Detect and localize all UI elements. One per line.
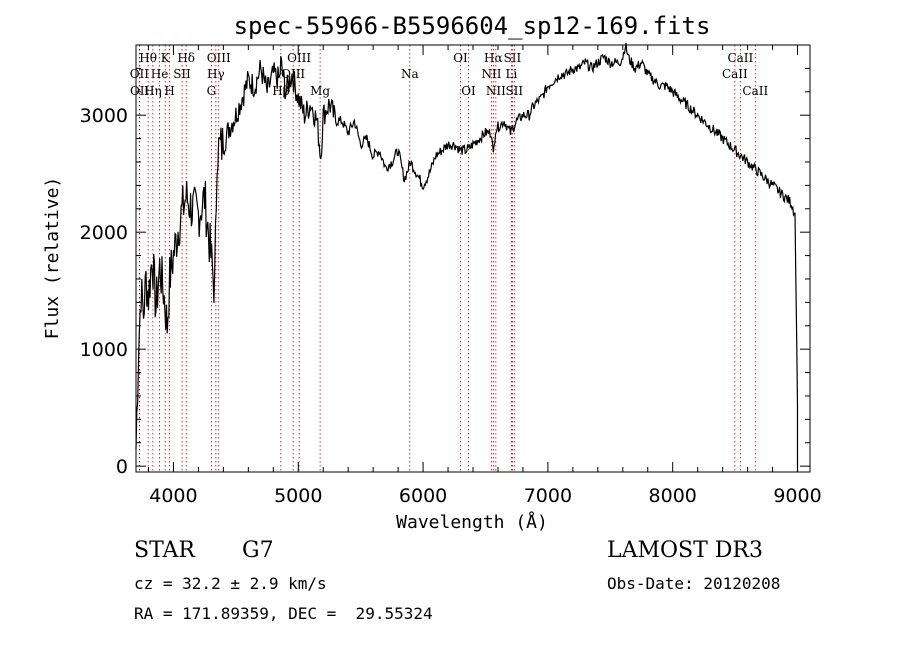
x-axis-ticks: 4000 5000 6000 7000 8000 9000 bbox=[148, 45, 821, 507]
x-tick-label: 7000 bbox=[524, 485, 572, 507]
spectral-line-label: Mg bbox=[310, 84, 330, 98]
y-axis-label: Flux (relative) bbox=[42, 177, 63, 340]
spectral-line-label: CaII bbox=[722, 67, 748, 81]
y-tick-label: 2000 bbox=[80, 222, 128, 244]
spectral-line-label: Li bbox=[506, 67, 518, 81]
spectral-line-label: OIII bbox=[287, 51, 311, 65]
y-tick-label: 0 bbox=[116, 456, 128, 478]
survey-name: LAMOST DR3 bbox=[607, 538, 763, 563]
spectral-line-label: OIII bbox=[207, 51, 231, 65]
spectral-line-label: He bbox=[151, 67, 169, 81]
spectral-line-label: OI bbox=[453, 51, 468, 65]
spectral-line-label: Hγ bbox=[207, 67, 225, 81]
spectral-line-label: NII bbox=[481, 67, 501, 81]
spectral-line-label: Hα bbox=[484, 51, 503, 65]
y-tick-label: 3000 bbox=[80, 105, 128, 127]
plot-frame bbox=[136, 45, 810, 472]
spectral-line-label: Hθ bbox=[139, 51, 157, 65]
observation-date: Obs-Date: 20120208 bbox=[607, 574, 780, 593]
x-tick-label: 5000 bbox=[274, 485, 322, 507]
x-tick-label: 8000 bbox=[649, 485, 697, 507]
object-subclass: G7 bbox=[242, 538, 274, 563]
spectral-line-label: Hδ bbox=[177, 51, 195, 65]
x-tick-label: 9000 bbox=[773, 485, 821, 507]
spectral-line-label: G bbox=[207, 84, 217, 98]
y-axis-ticks: 0 1000 2000 3000 bbox=[80, 68, 810, 478]
spectral-line-label: Na bbox=[401, 67, 419, 81]
spectral-line-label: SII bbox=[173, 67, 191, 81]
spectral-line-label: CaII bbox=[742, 84, 768, 98]
object-class: STAR bbox=[134, 538, 195, 563]
spectral-line-label: H bbox=[164, 84, 174, 98]
spectral-line-label: CaII bbox=[727, 51, 753, 65]
x-tick-label: 6000 bbox=[399, 485, 447, 507]
redshift-velocity: cz = 32.2 ± 2.9 km/s bbox=[134, 574, 327, 593]
spectral-line-label: SII bbox=[505, 84, 523, 98]
x-axis-label: Wavelength (Å) bbox=[396, 511, 548, 533]
coordinates: RA = 171.89359, DEC = 29.55324 bbox=[134, 604, 433, 623]
chart-title: spec-55966-B5596604_sp12-169.fits bbox=[234, 12, 711, 40]
x-tick-label: 4000 bbox=[149, 485, 197, 507]
spectral-line-label: SII bbox=[504, 51, 522, 65]
spectral-line-label: OI bbox=[461, 84, 476, 98]
spectral-line-label: NII bbox=[486, 84, 506, 98]
spectrum-line bbox=[136, 43, 798, 472]
spectral-line-label: Hη bbox=[144, 84, 162, 98]
y-tick-label: 1000 bbox=[80, 339, 128, 361]
